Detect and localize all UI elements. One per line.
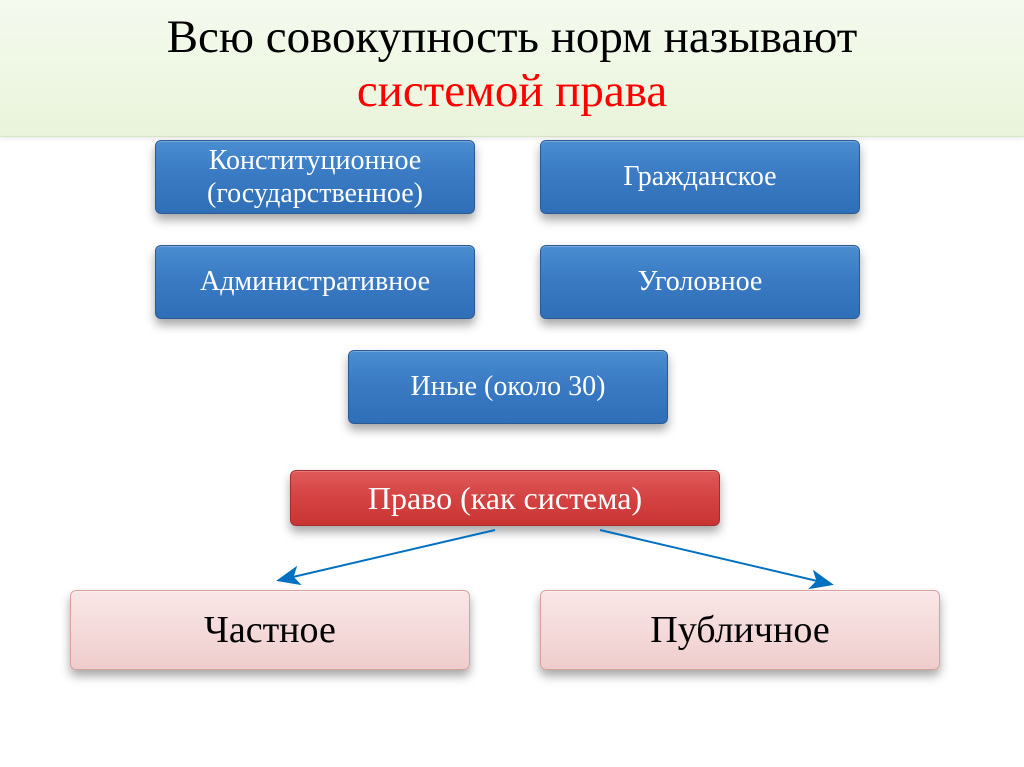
box-civil: Гражданское [540, 140, 860, 214]
box-constitutional-line2: (государственное) [207, 177, 423, 210]
title-line1: Всю совокупность норм называют [0, 10, 1024, 64]
box-administrative: Административное [155, 245, 475, 319]
box-criminal: Уголовное [540, 245, 860, 319]
title-banner: Всю совокупность норм называют системой … [0, 0, 1024, 137]
box-constitutional-line1: Конституционное [207, 144, 423, 177]
arrow-left [280, 530, 495, 580]
box-constitutional: Конституционное (государственное) [155, 140, 475, 214]
box-law-system: Право (как система) [290, 470, 720, 526]
arrow-right [600, 530, 830, 584]
box-private: Частное [70, 590, 470, 670]
title-line2: системой права [0, 64, 1024, 118]
box-other: Иные (около 30) [348, 350, 668, 424]
box-public: Публичное [540, 590, 940, 670]
